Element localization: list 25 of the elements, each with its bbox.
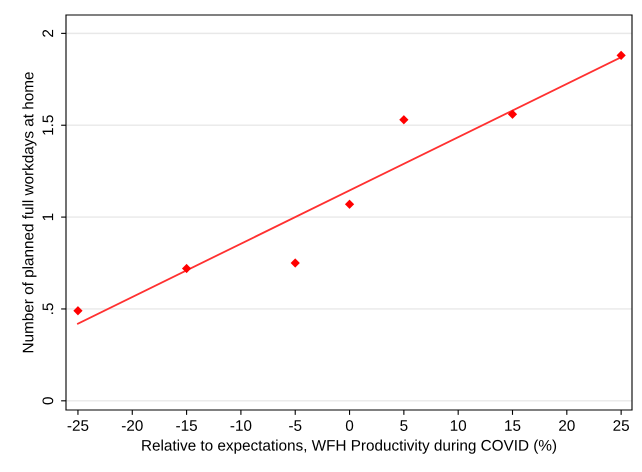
x-tick-label: 20 — [559, 420, 575, 431]
x-tick-label: 10 — [450, 420, 466, 431]
y-axis-title: Number of planned full workdays at home — [22, 72, 36, 352]
x-tick-label: 25 — [613, 420, 629, 431]
x-tick-label: -20 — [122, 420, 143, 431]
x-axis-title: Relative to expectations, WFH Productivity during COVID (%) — [142, 440, 556, 454]
point — [290, 258, 300, 268]
y-tick-label: .5 — [42, 303, 54, 314]
y-tick-label: 0 — [42, 397, 54, 404]
x-tick-label: 15 — [505, 420, 520, 431]
x-tick-label: 5 — [400, 420, 408, 431]
x-tick-label: 0 — [346, 420, 354, 431]
point — [344, 200, 354, 209]
x-tick-label: -5 — [289, 420, 302, 431]
point — [616, 50, 626, 60]
point — [73, 306, 83, 316]
y-tick-label: 1.5 — [42, 115, 54, 135]
point — [508, 110, 518, 119]
point — [182, 264, 192, 274]
point — [399, 115, 408, 124]
x-tick-label: -15 — [176, 420, 197, 431]
x-tick-label: -25 — [68, 420, 88, 431]
y-tick-label: 1 — [42, 214, 54, 220]
x-tick-label: -10 — [230, 420, 252, 431]
y-tick-label: 2 — [42, 30, 54, 37]
